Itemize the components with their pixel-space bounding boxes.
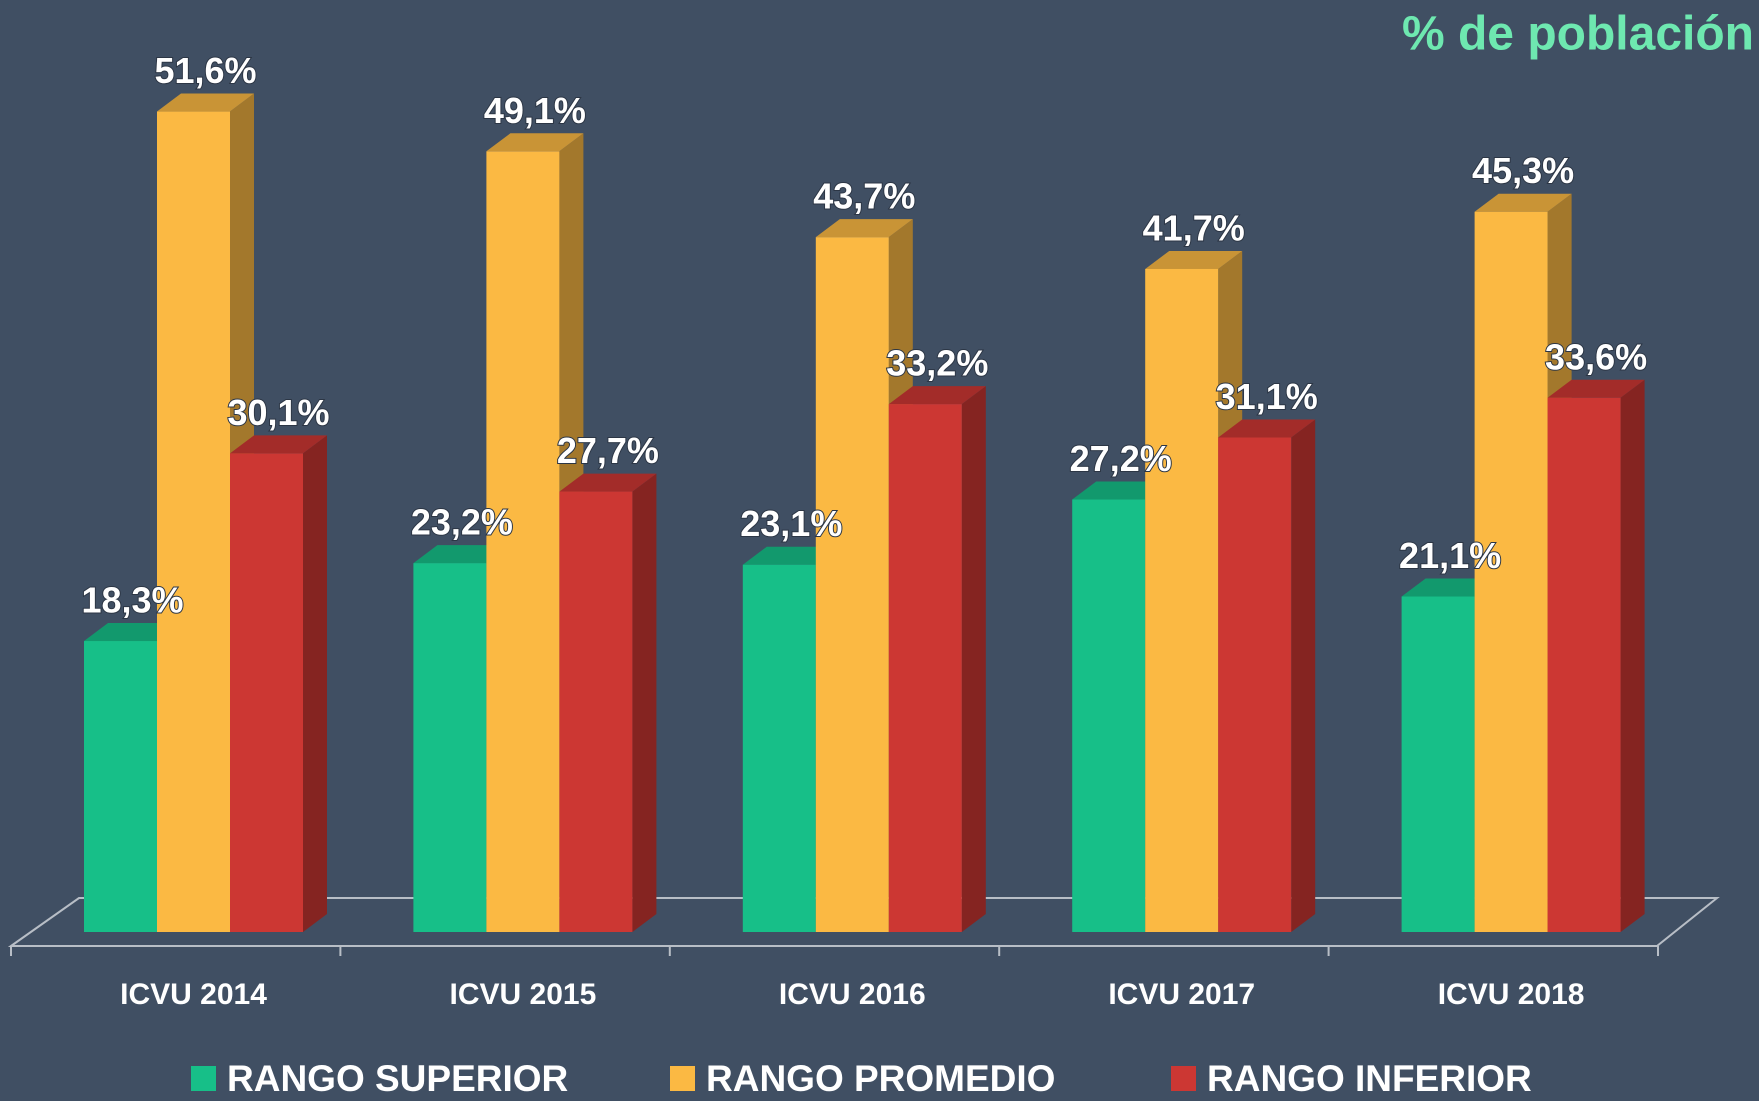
x-tick-label: ICVU 2017: [1108, 978, 1255, 1011]
legend-label: RANGO SUPERIOR: [227, 1058, 568, 1099]
legend-label: RANGO INFERIOR: [1207, 1058, 1532, 1099]
data-label: 51,6%: [154, 50, 256, 91]
data-label: 31,1%: [1216, 376, 1318, 417]
bar: [157, 111, 230, 932]
bar-top: [1474, 193, 1572, 212]
data-label: 23,1%: [740, 503, 842, 544]
bar-top: [1218, 419, 1316, 438]
legend-swatch: [670, 1066, 695, 1091]
bar-top: [1401, 578, 1499, 597]
bar: [1145, 268, 1219, 933]
bar: [888, 404, 962, 932]
data-label: 49,1%: [484, 90, 586, 131]
bar-side: [1291, 419, 1316, 932]
bar: [1547, 397, 1621, 932]
bar-top: [559, 473, 657, 492]
bar-side: [303, 435, 327, 932]
bar-top: [230, 435, 327, 454]
bar-side: [632, 473, 657, 932]
bar: [815, 237, 889, 933]
x-tick-label: ICVU 2014: [120, 978, 267, 1011]
legend-swatch: [1171, 1066, 1196, 1091]
chart-title: % de población: [1402, 8, 1754, 61]
x-tick-label: ICVU 2015: [450, 978, 597, 1011]
data-label: 18,3%: [81, 580, 183, 621]
bar: [230, 453, 303, 932]
bar-side: [1620, 379, 1645, 932]
data-label: 27,2%: [1070, 438, 1172, 479]
bar-top: [1145, 250, 1243, 269]
bar: [84, 641, 157, 932]
bar-top: [1547, 379, 1645, 398]
data-label: 21,1%: [1399, 535, 1501, 576]
bar-top: [888, 386, 986, 405]
bar: [1218, 437, 1292, 932]
x-tick-label: ICVU 2018: [1438, 978, 1585, 1011]
bar: [1474, 211, 1548, 933]
floor: [7, 897, 1720, 947]
bar-top: [157, 93, 254, 112]
data-label: 27,7%: [557, 430, 659, 471]
bar-top: [84, 623, 181, 642]
data-label: 33,6%: [1545, 336, 1647, 377]
x-tick-label: ICVU 2016: [779, 978, 926, 1011]
bar-top: [742, 546, 840, 565]
data-label: 23,2%: [411, 502, 513, 543]
bar: [486, 151, 560, 932]
bar-side: [961, 386, 986, 932]
data-label: 43,7%: [813, 176, 915, 217]
bar: [742, 564, 816, 932]
data-label: 33,2%: [886, 343, 988, 384]
bar-top: [413, 545, 511, 564]
data-label: 30,1%: [227, 392, 329, 433]
bar: [413, 563, 487, 932]
bar: [559, 491, 633, 932]
bar: [1401, 596, 1475, 932]
data-label: 45,3%: [1472, 150, 1574, 191]
bar-top: [486, 133, 584, 152]
bar: [1072, 499, 1146, 932]
data-label: 41,7%: [1143, 207, 1245, 248]
legend-swatch: [191, 1066, 216, 1091]
bar-top: [815, 219, 913, 238]
bar-top: [1072, 481, 1170, 500]
legend-label: RANGO PROMEDIO: [706, 1058, 1055, 1099]
